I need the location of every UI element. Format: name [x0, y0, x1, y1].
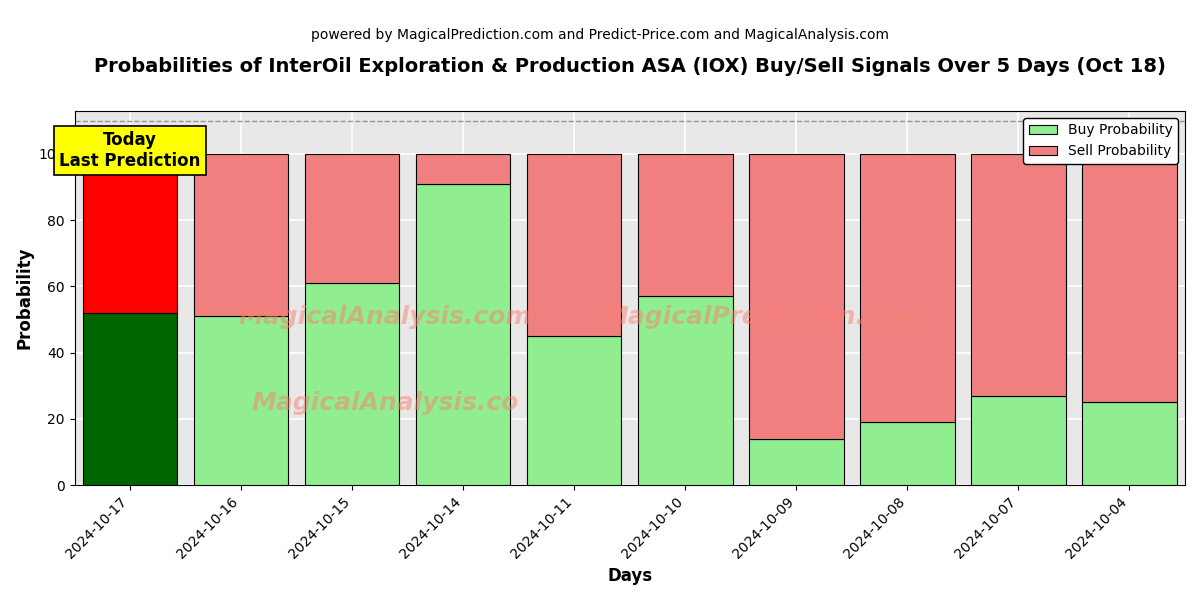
Bar — [527, 336, 622, 485]
Bar — [971, 396, 1066, 485]
Text: powered by MagicalPrediction.com and Predict-Price.com and MagicalAnalysis.com: powered by MagicalPrediction.com and Pre… — [311, 28, 889, 42]
Bar — [194, 154, 288, 316]
Bar — [527, 154, 622, 336]
Text: MagicalAnalysis.co: MagicalAnalysis.co — [252, 391, 520, 415]
Bar — [83, 313, 178, 485]
Text: MagicalPrediction.com: MagicalPrediction.com — [604, 305, 923, 329]
Title: Probabilities of InterOil Exploration & Production ASA (IOX) Buy/Sell Signals Ov: Probabilities of InterOil Exploration & … — [94, 57, 1165, 76]
Text: Today
Last Prediction: Today Last Prediction — [60, 131, 200, 170]
Bar — [749, 439, 844, 485]
Bar — [1082, 154, 1177, 403]
Bar — [305, 154, 400, 283]
Y-axis label: Probability: Probability — [16, 247, 34, 349]
X-axis label: Days: Days — [607, 567, 653, 585]
Bar — [971, 154, 1066, 396]
Bar — [638, 296, 732, 485]
Bar — [416, 154, 510, 184]
Bar — [1082, 403, 1177, 485]
Bar — [638, 154, 732, 296]
Legend: Buy Probability, Sell Probability: Buy Probability, Sell Probability — [1024, 118, 1178, 164]
Bar — [416, 184, 510, 485]
Bar — [860, 154, 955, 422]
Bar — [194, 316, 288, 485]
Bar — [860, 422, 955, 485]
Text: MagicalAnalysis.com: MagicalAnalysis.com — [239, 305, 533, 329]
Bar — [305, 283, 400, 485]
Bar — [749, 154, 844, 439]
Bar — [83, 154, 178, 313]
